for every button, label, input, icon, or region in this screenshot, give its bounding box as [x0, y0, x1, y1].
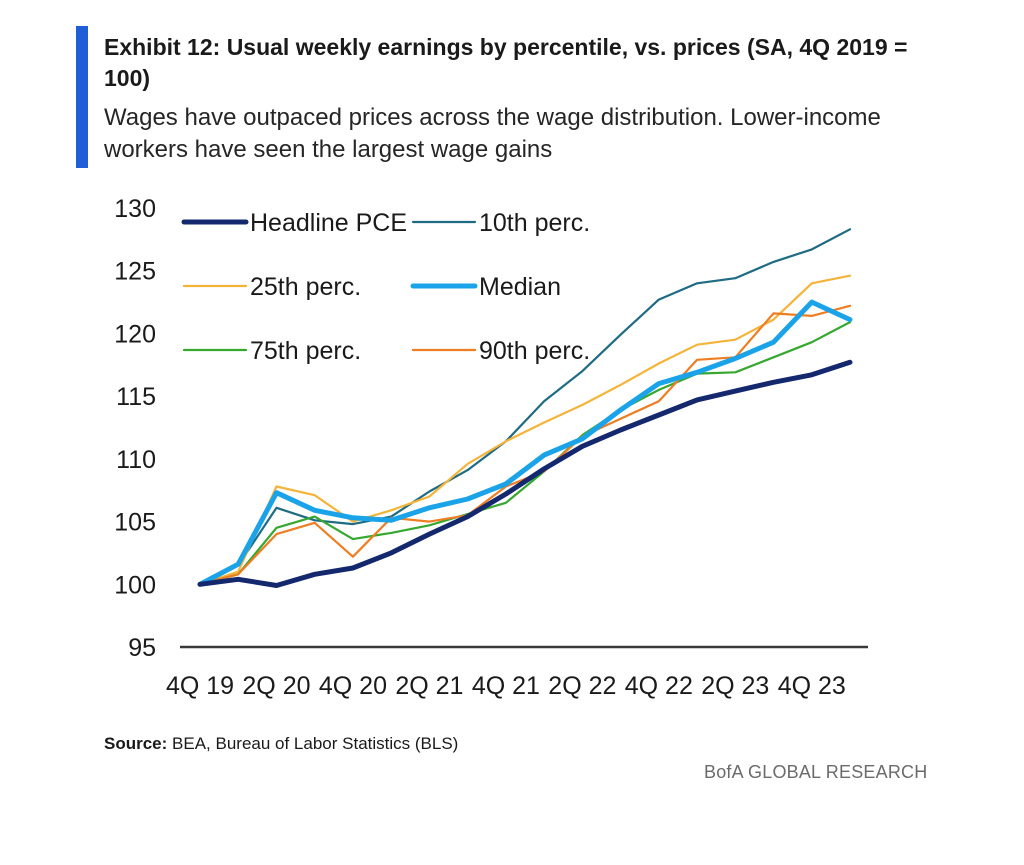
x-axis-ticks: 4Q 19 2Q 20 4Q 20 2Q 21 4Q 21 2Q 22 4Q 22 2Q 23… [166, 672, 846, 700]
source-label: Source: [104, 734, 168, 753]
x-tick-label: 4Q 19 [166, 672, 234, 700]
x-tick-label: 4Q 20 [319, 672, 387, 700]
legend-label-90th-perc: 90th perc. [479, 337, 590, 365]
x-tick-label: 2Q 23 [701, 672, 769, 700]
y-tick-label: 110 [116, 446, 156, 474]
line-chart: 95 100 105 110 115 120 125 130 4Q 19 2Q 20 4Q 20 2… [114, 195, 868, 700]
source-text: BEA, Bureau of Labor Statistics (BLS) [172, 734, 459, 753]
series-line-median [197, 299, 853, 587]
y-tick-label: 120 [114, 320, 156, 348]
brand-label: BofA GLOBAL RESEARCH [704, 762, 928, 782]
legend-label-10th-perc: 10th perc. [479, 209, 590, 237]
chart-subtitle: Wages have outpaced prices across the wa… [104, 104, 881, 163]
legend: Headline PCE 10th perc. 25th perc. Median 75… [181, 209, 590, 365]
x-tick-label: 4Q 21 [472, 672, 540, 700]
x-tick-label: 2Q 22 [548, 672, 616, 700]
y-tick-label: 105 [114, 509, 156, 537]
series-lines [197, 228, 853, 588]
x-tick-label: 4Q 23 [778, 672, 846, 700]
source-note: Source: BEA, Bureau of Labor Statistics … [104, 734, 458, 754]
y-tick-label: 130 [114, 195, 156, 223]
legend-label-median: Median [479, 273, 561, 301]
legend-label-25th-perc: 25th perc. [250, 273, 361, 301]
series-line-75th-perc [198, 321, 852, 586]
y-tick-label: 95 [128, 634, 156, 662]
series-line-headline-pce [197, 359, 853, 588]
series-line-25th-perc [198, 274, 852, 586]
y-axis-ticks: 95 100 105 110 115 120 125 130 [114, 195, 156, 662]
x-tick-label: 4Q 22 [625, 672, 693, 700]
x-tick-label: 2Q 21 [395, 672, 463, 700]
accent-bar [76, 26, 88, 168]
x-tick-label: 2Q 20 [242, 672, 310, 700]
y-tick-label: 115 [116, 383, 156, 411]
y-tick-label: 100 [114, 571, 156, 599]
legend-label-75th-perc: 75th perc. [250, 337, 361, 365]
legend-label-headline-pce: Headline PCE [250, 209, 407, 237]
chart-title: Exhibit 12: Usual weekly earnings by per… [104, 34, 908, 91]
y-tick-label: 125 [114, 258, 156, 286]
